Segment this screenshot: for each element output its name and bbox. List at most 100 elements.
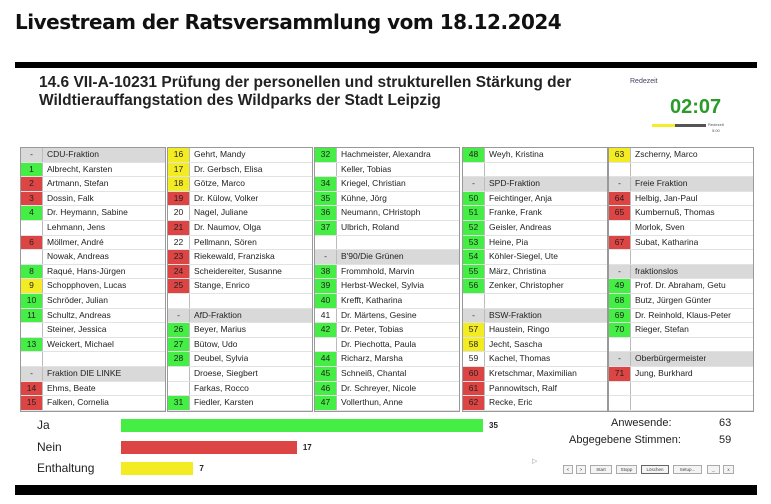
seat-number: 34 [315,177,337,191]
seat-number: 64 [609,191,631,206]
faction-marker: - [168,308,190,323]
seat-number: 44 [315,352,337,366]
faction-name: AfD-Fraktion [194,309,242,320]
member-name: Dr. Piechotta, Paula [341,338,417,349]
faction-header: - fraktionslos [609,264,753,280]
faction-name: CDU-Fraktion [47,149,99,159]
seat-number: 42 [315,323,337,337]
member-row: 50 Feichtinger, Anja [463,191,607,207]
seat-number: 20 [168,206,190,220]
seat-number: 71 [609,366,631,381]
seat-number: 56 [463,279,485,293]
faction-name: SPD-Fraktion [489,178,541,189]
minimize-button[interactable]: _ [707,465,720,474]
close-button[interactable]: x [723,465,734,474]
member-name: März, Christina [489,265,547,276]
seat-number: 67 [609,235,631,250]
cast-count: 59 [719,434,732,446]
member-name: Bütow, Udo [194,338,238,349]
seat-number: 15 [21,396,43,410]
seat-number [609,220,631,235]
seat-number [21,220,43,235]
member-name: Kühne, Jörg [341,192,387,203]
seat-number [609,250,631,264]
empty-row [609,337,753,353]
yes-bar [121,419,483,432]
empty-row [168,293,312,309]
member-row: 8 Raqué, Hans-Jürgen [21,264,165,280]
member-name: Vollerthun, Anne [341,397,403,408]
clear-button[interactable]: Löschen [641,465,669,474]
faction-marker: - [21,148,43,162]
start-button[interactable]: Start [590,465,612,474]
member-name: Möllmer, André [47,236,104,247]
member-name: Dr. Heymann, Sabine [47,207,128,218]
member-row: 40 Krefft, Katharina [315,293,459,309]
member-name: Rieger, Stefan [635,324,689,335]
member-row: 31 Fiedler, Karsten [168,396,312,411]
member-name: Dr. Märtens, Gesine [341,309,417,320]
member-row: 65 Kumbernuß, Thomas [609,206,753,221]
seat-number [168,293,190,308]
member-name: Zenker, Christopher [489,280,564,291]
timer-max-label: Redezeit [708,122,724,127]
member-name: Zscherny, Marco [635,149,698,159]
member-name: Schröder, Julian [47,294,108,305]
seat-number: 35 [315,191,337,206]
empty-row [21,352,165,367]
member-name: Geisler, Andreas [489,221,552,232]
setup-button[interactable]: Setup... [673,465,702,474]
faction-header: - AfD-Fraktion [168,308,312,324]
member-row: 16 Gehrt, Mandy [168,148,312,163]
timer-progress-fill [652,124,675,127]
member-row: 13 Weickert, Michael [21,337,165,353]
seat-number: 10 [21,293,43,308]
member-name: Frommhold, Marvin [341,265,415,276]
empty-row [463,293,607,309]
member-row: 37 Ulbrich, Roland [315,220,459,236]
member-name: Schultz, Andreas [47,309,111,320]
seat-number [609,381,631,396]
member-name: Schopphoven, Lucas [47,280,127,291]
abstain-label: Enthaltung [37,461,95,475]
member-name: Albrecht, Karsten [47,163,113,174]
empty-row [609,396,753,411]
seat-number: 60 [463,366,485,381]
member-name: Keller, Tobias [341,163,392,174]
member-name: Scheidereiter, Susanne [194,265,282,276]
seat-number: 63 [609,148,631,162]
member-row: 62 Recke, Eric [463,396,607,411]
member-row: Steiner, Jessica [21,323,165,338]
stop-button[interactable]: Stopp [616,465,637,474]
seat-number [463,293,485,308]
member-name: Pannowitsch, Ralf [489,382,558,393]
agenda-item-title: 14.6 VII-A-10231 Prüfung der personellen… [39,74,572,109]
member-name: Dr. Gerbsch, Elisa [194,163,263,174]
member-column: 48 Weyh, Kristina - SPD-Fraktion 50 Feichting… [462,147,608,412]
timer-max: 5:00 [712,128,720,133]
member-name: Nowak, Andreas [47,251,109,262]
cast-label: Abgegebene Stimmen: [569,434,681,446]
member-row: 70 Rieger, Stefan [609,323,753,338]
seat-number: 25 [168,279,190,293]
member-row: 49 Prof. Dr. Abraham, Getu [609,279,753,294]
member-name [337,236,341,250]
prev-button[interactable]: < [563,465,573,474]
member-name [43,352,47,366]
seat-number [168,366,190,381]
seat-number: 39 [315,279,337,293]
member-row: 23 Riekewald, Franziska [168,250,312,265]
member-row: 68 Butz, Jürgen Günter [609,293,753,309]
member-row: 42 Dr. Peter, Tobias [315,323,459,338]
member-name: Prof. Dr. Abraham, Getu [635,280,726,291]
seat-number: 41 [315,308,337,323]
next-button[interactable]: > [576,465,586,474]
seat-number: 51 [463,206,485,220]
seat-number: 16 [168,148,190,162]
member-name: Lehmann, Jens [47,221,106,232]
member-name: Helbig, Jan-Paul [635,192,698,203]
seat-number: 59 [463,352,485,366]
faction-marker: - [463,308,485,323]
member-row: 28 Deubel, Sylvia [168,352,312,367]
member-row: Farkas, Rocco [168,381,312,397]
